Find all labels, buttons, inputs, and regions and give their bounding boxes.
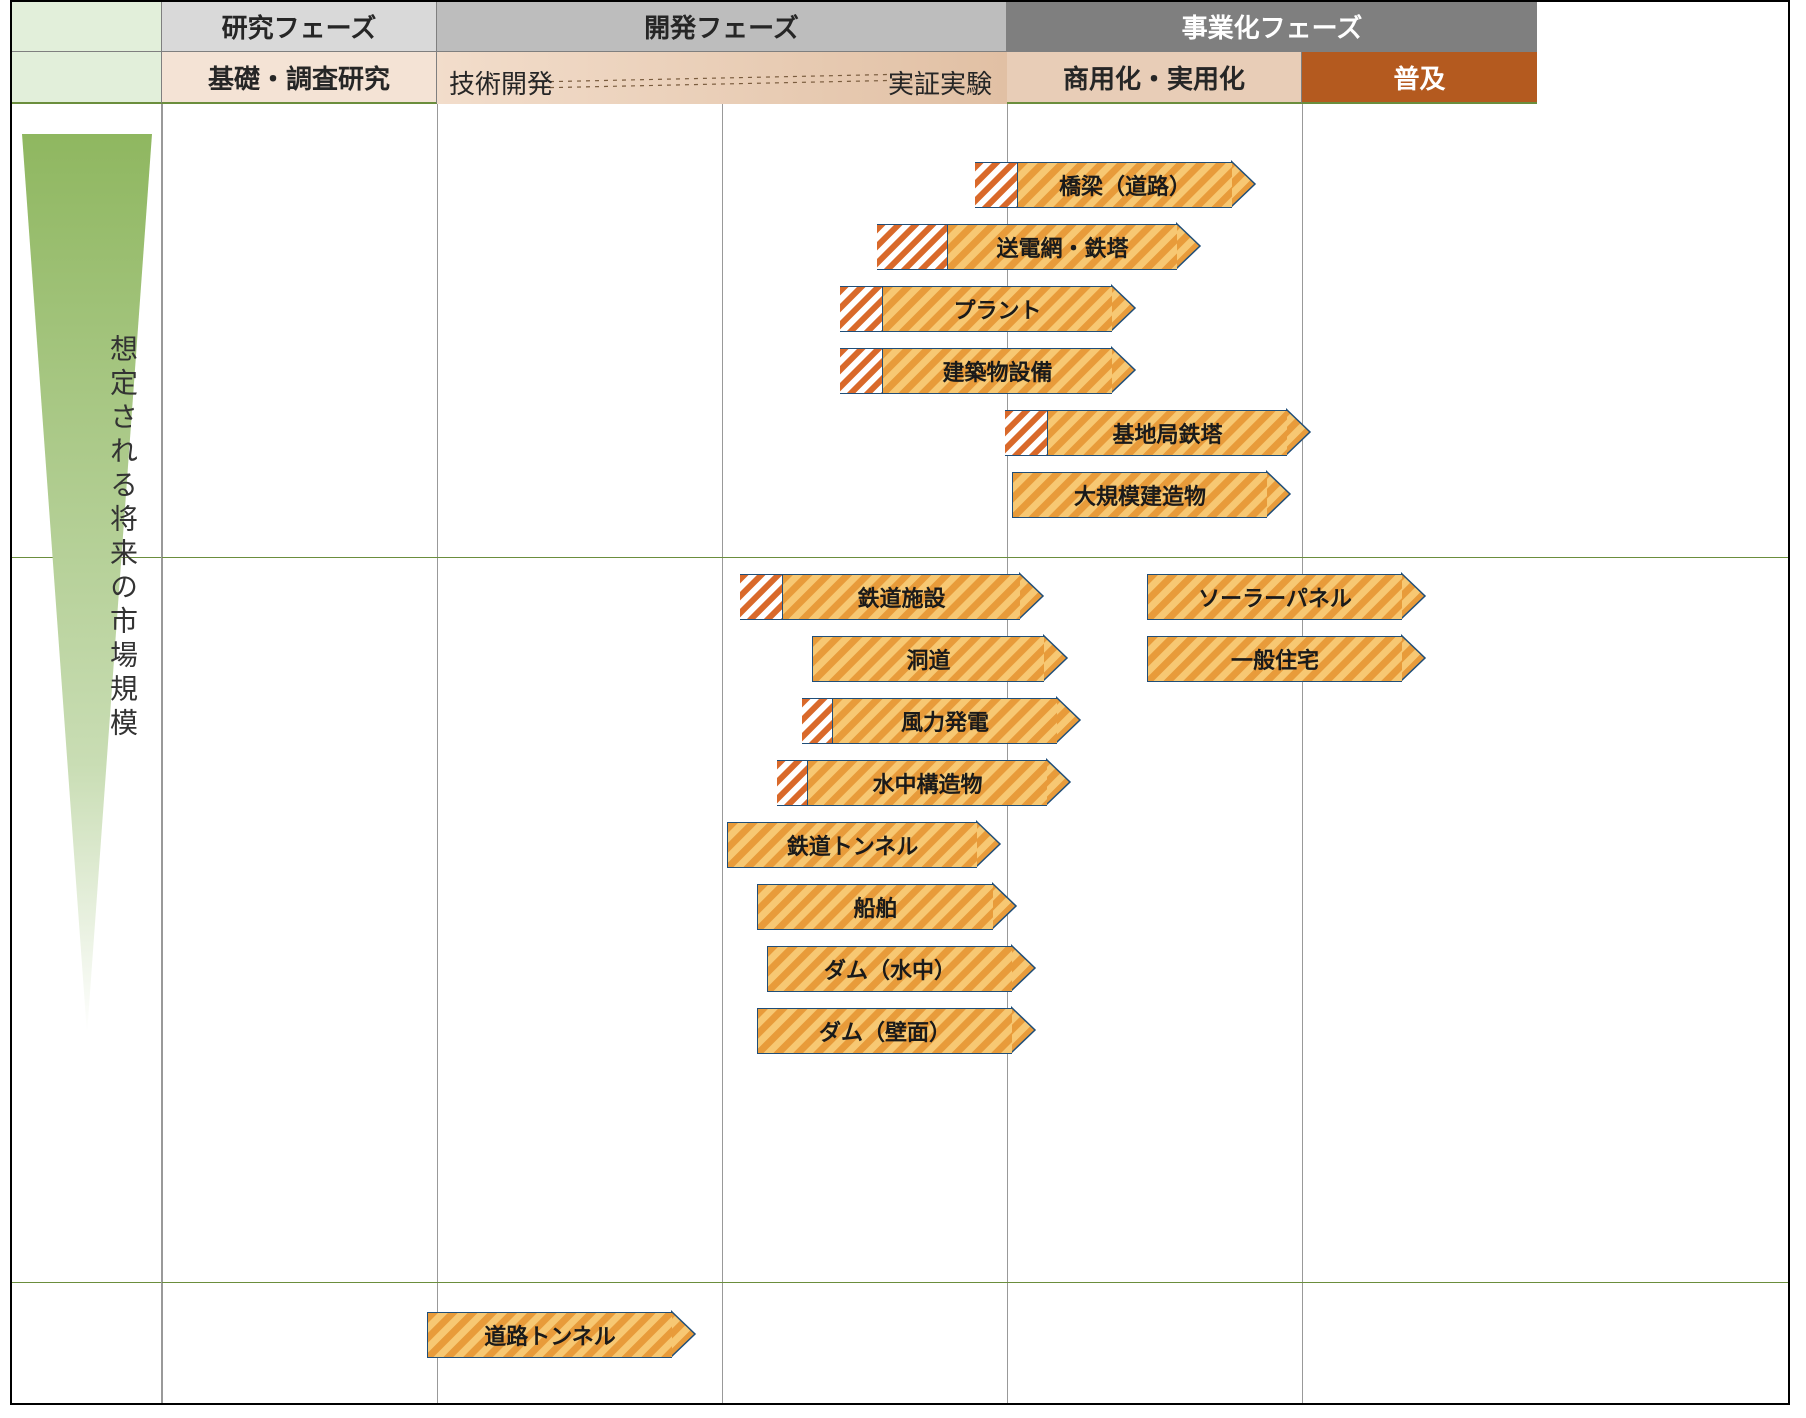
arrow-head: [1401, 634, 1427, 684]
hatch-lead: [777, 760, 807, 806]
subphase-tech-dev: 技術開発: [449, 64, 553, 101]
phase-commercial: 事業化フェーズ: [1007, 2, 1537, 52]
header-row-subphases: 基礎・調査研究 技術開発 実証実験 商用化・実用化 普及: [12, 52, 1788, 104]
gridline-v2: [437, 104, 438, 1403]
subphase-commercial: 商用化・実用化: [1007, 52, 1302, 104]
arrow-head: [1401, 572, 1427, 622]
arrow-label: 風力発電: [901, 705, 989, 737]
arrow-body: 道路トンネル: [427, 1312, 672, 1358]
gridline-v3: [722, 104, 723, 1403]
arrow-label: 洞道: [906, 643, 950, 675]
arrow-label: 建築物設備: [942, 355, 1052, 387]
arrow-label: 鉄道施設: [857, 581, 945, 613]
arrow-body: 送電網・鉄塔: [947, 224, 1177, 270]
arrow-label: ソーラーパネル: [1198, 581, 1352, 613]
arrow-head: [671, 1310, 697, 1360]
arrow-body: ダム（水中）: [767, 946, 1012, 992]
phase-development: 開発フェーズ: [437, 2, 1007, 52]
arrow-body: 基地局鉄塔: [1047, 410, 1287, 456]
phase-arrow: 水中構造物: [777, 760, 1072, 806]
hatch-lead: [740, 574, 782, 620]
phase-arrow: 大規模建造物: [1012, 472, 1292, 518]
arrow-head: [1231, 160, 1257, 210]
arrow-label: 道路トンネル: [484, 1319, 616, 1351]
arrow-head: [976, 820, 1002, 870]
phase-arrow: ダム（壁面）: [757, 1008, 1037, 1054]
arrow-body: ダム（壁面）: [757, 1008, 1012, 1054]
phase-arrow: 船舶: [757, 884, 1018, 930]
arrow-body: プラント: [882, 286, 1112, 332]
arrow-head: [1111, 284, 1137, 334]
hatch-lead: [975, 162, 1017, 208]
arrow-label: 船舶: [853, 891, 897, 923]
header-left-blank: [12, 2, 162, 52]
phase-arrow: 建築物設備: [840, 348, 1137, 394]
subphase-basic-research: 基礎・調査研究: [162, 52, 437, 104]
arrow-label: ダム（水中）: [824, 953, 956, 985]
header-left-blank2: [12, 52, 162, 104]
arrow-head: [1056, 696, 1082, 746]
arrow-body: 船舶: [757, 884, 993, 930]
hatch-lead: [802, 698, 832, 744]
phase-arrow: 鉄道トンネル: [727, 822, 1002, 868]
arrow-label: 橋梁（道路）: [1059, 169, 1191, 201]
subphase-diffusion: 普及: [1302, 52, 1537, 104]
arrow-head: [1019, 572, 1045, 622]
hatch-lead: [840, 286, 882, 332]
arrow-body: 洞道: [812, 636, 1044, 682]
phase-arrow: 一般住宅: [1147, 636, 1427, 682]
arrow-head: [1011, 944, 1037, 994]
arrow-head: [1176, 222, 1202, 272]
arrow-body: 橋梁（道路）: [1017, 162, 1232, 208]
phase-arrow: 洞道: [812, 636, 1069, 682]
gridline-h1: [12, 557, 1788, 558]
arrow-head: [1046, 758, 1072, 808]
arrow-label: 鉄道トンネル: [787, 829, 919, 861]
gridline-v1: [162, 104, 163, 1403]
header-row-phases: 研究フェーズ 開発フェーズ 事業化フェーズ: [12, 2, 1788, 52]
arrow-body: 一般住宅: [1147, 636, 1402, 682]
arrow-body: 建築物設備: [882, 348, 1112, 394]
hatch-lead: [877, 224, 947, 270]
left-axis-label: 想定される将来の市場規模: [102, 334, 142, 742]
arrow-head: [992, 882, 1018, 932]
arrow-label: 大規模建造物: [1074, 479, 1206, 511]
arrow-label: 基地局鉄塔: [1112, 417, 1222, 449]
subphase-dev-group: 技術開発 実証実験: [437, 52, 1007, 104]
arrow-head: [1266, 470, 1292, 520]
arrow-head: [1286, 408, 1312, 458]
phase-arrow: 送電網・鉄塔: [877, 224, 1202, 270]
phase-arrow: プラント: [840, 286, 1137, 332]
hatch-lead: [840, 348, 882, 394]
arrow-head: [1011, 1006, 1037, 1056]
hatch-lead: [1005, 410, 1047, 456]
arrow-body: 大規模建造物: [1012, 472, 1267, 518]
arrow-body: 鉄道トンネル: [727, 822, 977, 868]
arrow-body: 風力発電: [832, 698, 1057, 744]
phase-arrow: ソーラーパネル: [1147, 574, 1427, 620]
arrow-label: 送電網・鉄塔: [996, 231, 1128, 263]
arrow-body: 水中構造物: [807, 760, 1047, 806]
arrow-body: ソーラーパネル: [1147, 574, 1402, 620]
left-axis-cell: 想定される将来の市場規模: [12, 104, 162, 1403]
phase-arrow: 基地局鉄塔: [1005, 410, 1312, 456]
arrow-head: [1111, 346, 1137, 396]
phase-arrow: 風力発電: [802, 698, 1082, 744]
phase-arrow: 鉄道施設: [740, 574, 1045, 620]
phase-chart: 研究フェーズ 開発フェーズ 事業化フェーズ 基礎・調査研究 技術開発 実証実験 …: [10, 0, 1790, 1405]
gridline-h2: [12, 1282, 1788, 1283]
phase-arrow: 橋梁（道路）: [975, 162, 1257, 208]
subphase-demo: 実証実験: [888, 64, 992, 101]
arrow-label: ダム（壁面）: [819, 1015, 951, 1047]
arrow-body: 鉄道施設: [782, 574, 1020, 620]
arrow-head: [1043, 634, 1069, 684]
arrow-label: 一般住宅: [1231, 643, 1319, 675]
phase-arrow: 道路トンネル: [427, 1312, 697, 1358]
gridline-v5: [1302, 104, 1303, 1403]
arrow-label: 水中構造物: [872, 767, 982, 799]
phase-research: 研究フェーズ: [162, 2, 437, 52]
arrow-label: プラント: [953, 293, 1041, 325]
phase-arrow: ダム（水中）: [767, 946, 1037, 992]
